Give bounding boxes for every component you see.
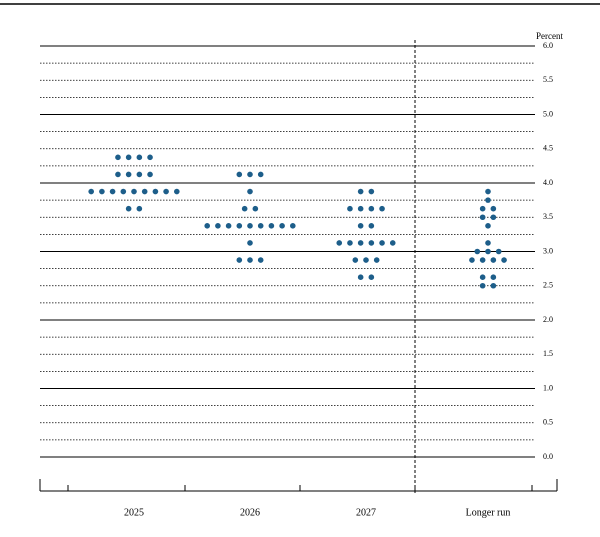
dot (490, 214, 497, 221)
dot (115, 154, 121, 161)
dot (268, 223, 275, 229)
y-tick-label: 0.0 (543, 452, 553, 461)
dot (357, 223, 364, 229)
y-tick-label: 1.5 (543, 349, 553, 358)
dot (136, 205, 143, 212)
dot (490, 282, 497, 289)
dot (490, 274, 497, 280)
y-tick-label: 0.5 (543, 418, 553, 427)
dot (373, 257, 380, 263)
dot (495, 248, 502, 255)
dot (236, 223, 243, 229)
dot (347, 240, 353, 246)
x-tick-label: 2027 (356, 507, 376, 518)
dot (247, 171, 253, 178)
dot (257, 257, 264, 263)
dot (368, 188, 375, 195)
dot (389, 240, 396, 246)
y-tick-label: 3.0 (543, 246, 553, 255)
dot (163, 188, 169, 195)
dot (152, 188, 159, 195)
dot (479, 274, 486, 280)
dot (99, 188, 105, 195)
dot (236, 257, 243, 263)
dot (469, 257, 475, 263)
dot (479, 282, 486, 289)
dot (485, 240, 491, 246)
dot (279, 223, 285, 229)
dot (125, 205, 132, 212)
dot (368, 223, 375, 229)
dot (474, 248, 481, 255)
dot (490, 257, 497, 263)
dot (257, 171, 264, 178)
y-tick-label: 4.0 (543, 178, 553, 187)
y-tick-label: 3.5 (543, 212, 553, 221)
dot (136, 171, 143, 178)
dot (368, 274, 375, 280)
dot (125, 154, 132, 161)
dot (236, 171, 243, 178)
dot (347, 205, 353, 212)
dot (479, 214, 486, 221)
dot (352, 257, 359, 263)
x-tick-label: 2026 (240, 507, 260, 518)
dot (479, 205, 486, 212)
y-tick-label: 6.0 (543, 41, 553, 50)
x-tick-label: 2025 (124, 507, 144, 518)
dot (109, 188, 116, 195)
dot (363, 257, 369, 263)
dot (247, 188, 253, 195)
dot (479, 257, 486, 263)
dot (257, 223, 264, 229)
dot (368, 240, 375, 246)
y-tick-label: 1.0 (543, 383, 553, 392)
y-tick-label: 2.5 (543, 281, 553, 290)
dot (357, 240, 364, 246)
dot (241, 205, 248, 212)
dot (147, 154, 153, 161)
dot (485, 223, 491, 229)
dot (115, 171, 121, 178)
dot (379, 240, 385, 246)
dot (485, 248, 491, 255)
y-tick-label: 5.0 (543, 109, 553, 118)
dot (357, 188, 364, 195)
dot (141, 188, 148, 195)
dot (125, 171, 132, 178)
dot (485, 188, 491, 195)
y-tick-label: 4.5 (543, 144, 553, 153)
dot (247, 223, 253, 229)
dot (357, 274, 364, 280)
dot (379, 205, 385, 212)
x-tick-label: Longer run (466, 507, 511, 518)
dot (174, 188, 180, 195)
dot (290, 223, 296, 229)
dot (225, 223, 232, 229)
dot (336, 240, 343, 246)
dot (136, 154, 143, 161)
dot (215, 223, 221, 229)
dot (485, 197, 491, 203)
dot (368, 205, 375, 212)
dot (204, 223, 210, 229)
y-tick-label: 2.0 (543, 315, 553, 324)
y-axis-label: Percent (536, 31, 563, 41)
dot (490, 205, 497, 212)
y-tick-label: 5.5 (543, 75, 553, 84)
dot (131, 188, 137, 195)
dot (501, 257, 507, 263)
dot (147, 171, 153, 178)
dot (247, 257, 253, 263)
dot (120, 188, 127, 195)
dot (252, 205, 259, 212)
dot (357, 205, 364, 212)
dot (88, 188, 94, 195)
dot (247, 240, 253, 246)
